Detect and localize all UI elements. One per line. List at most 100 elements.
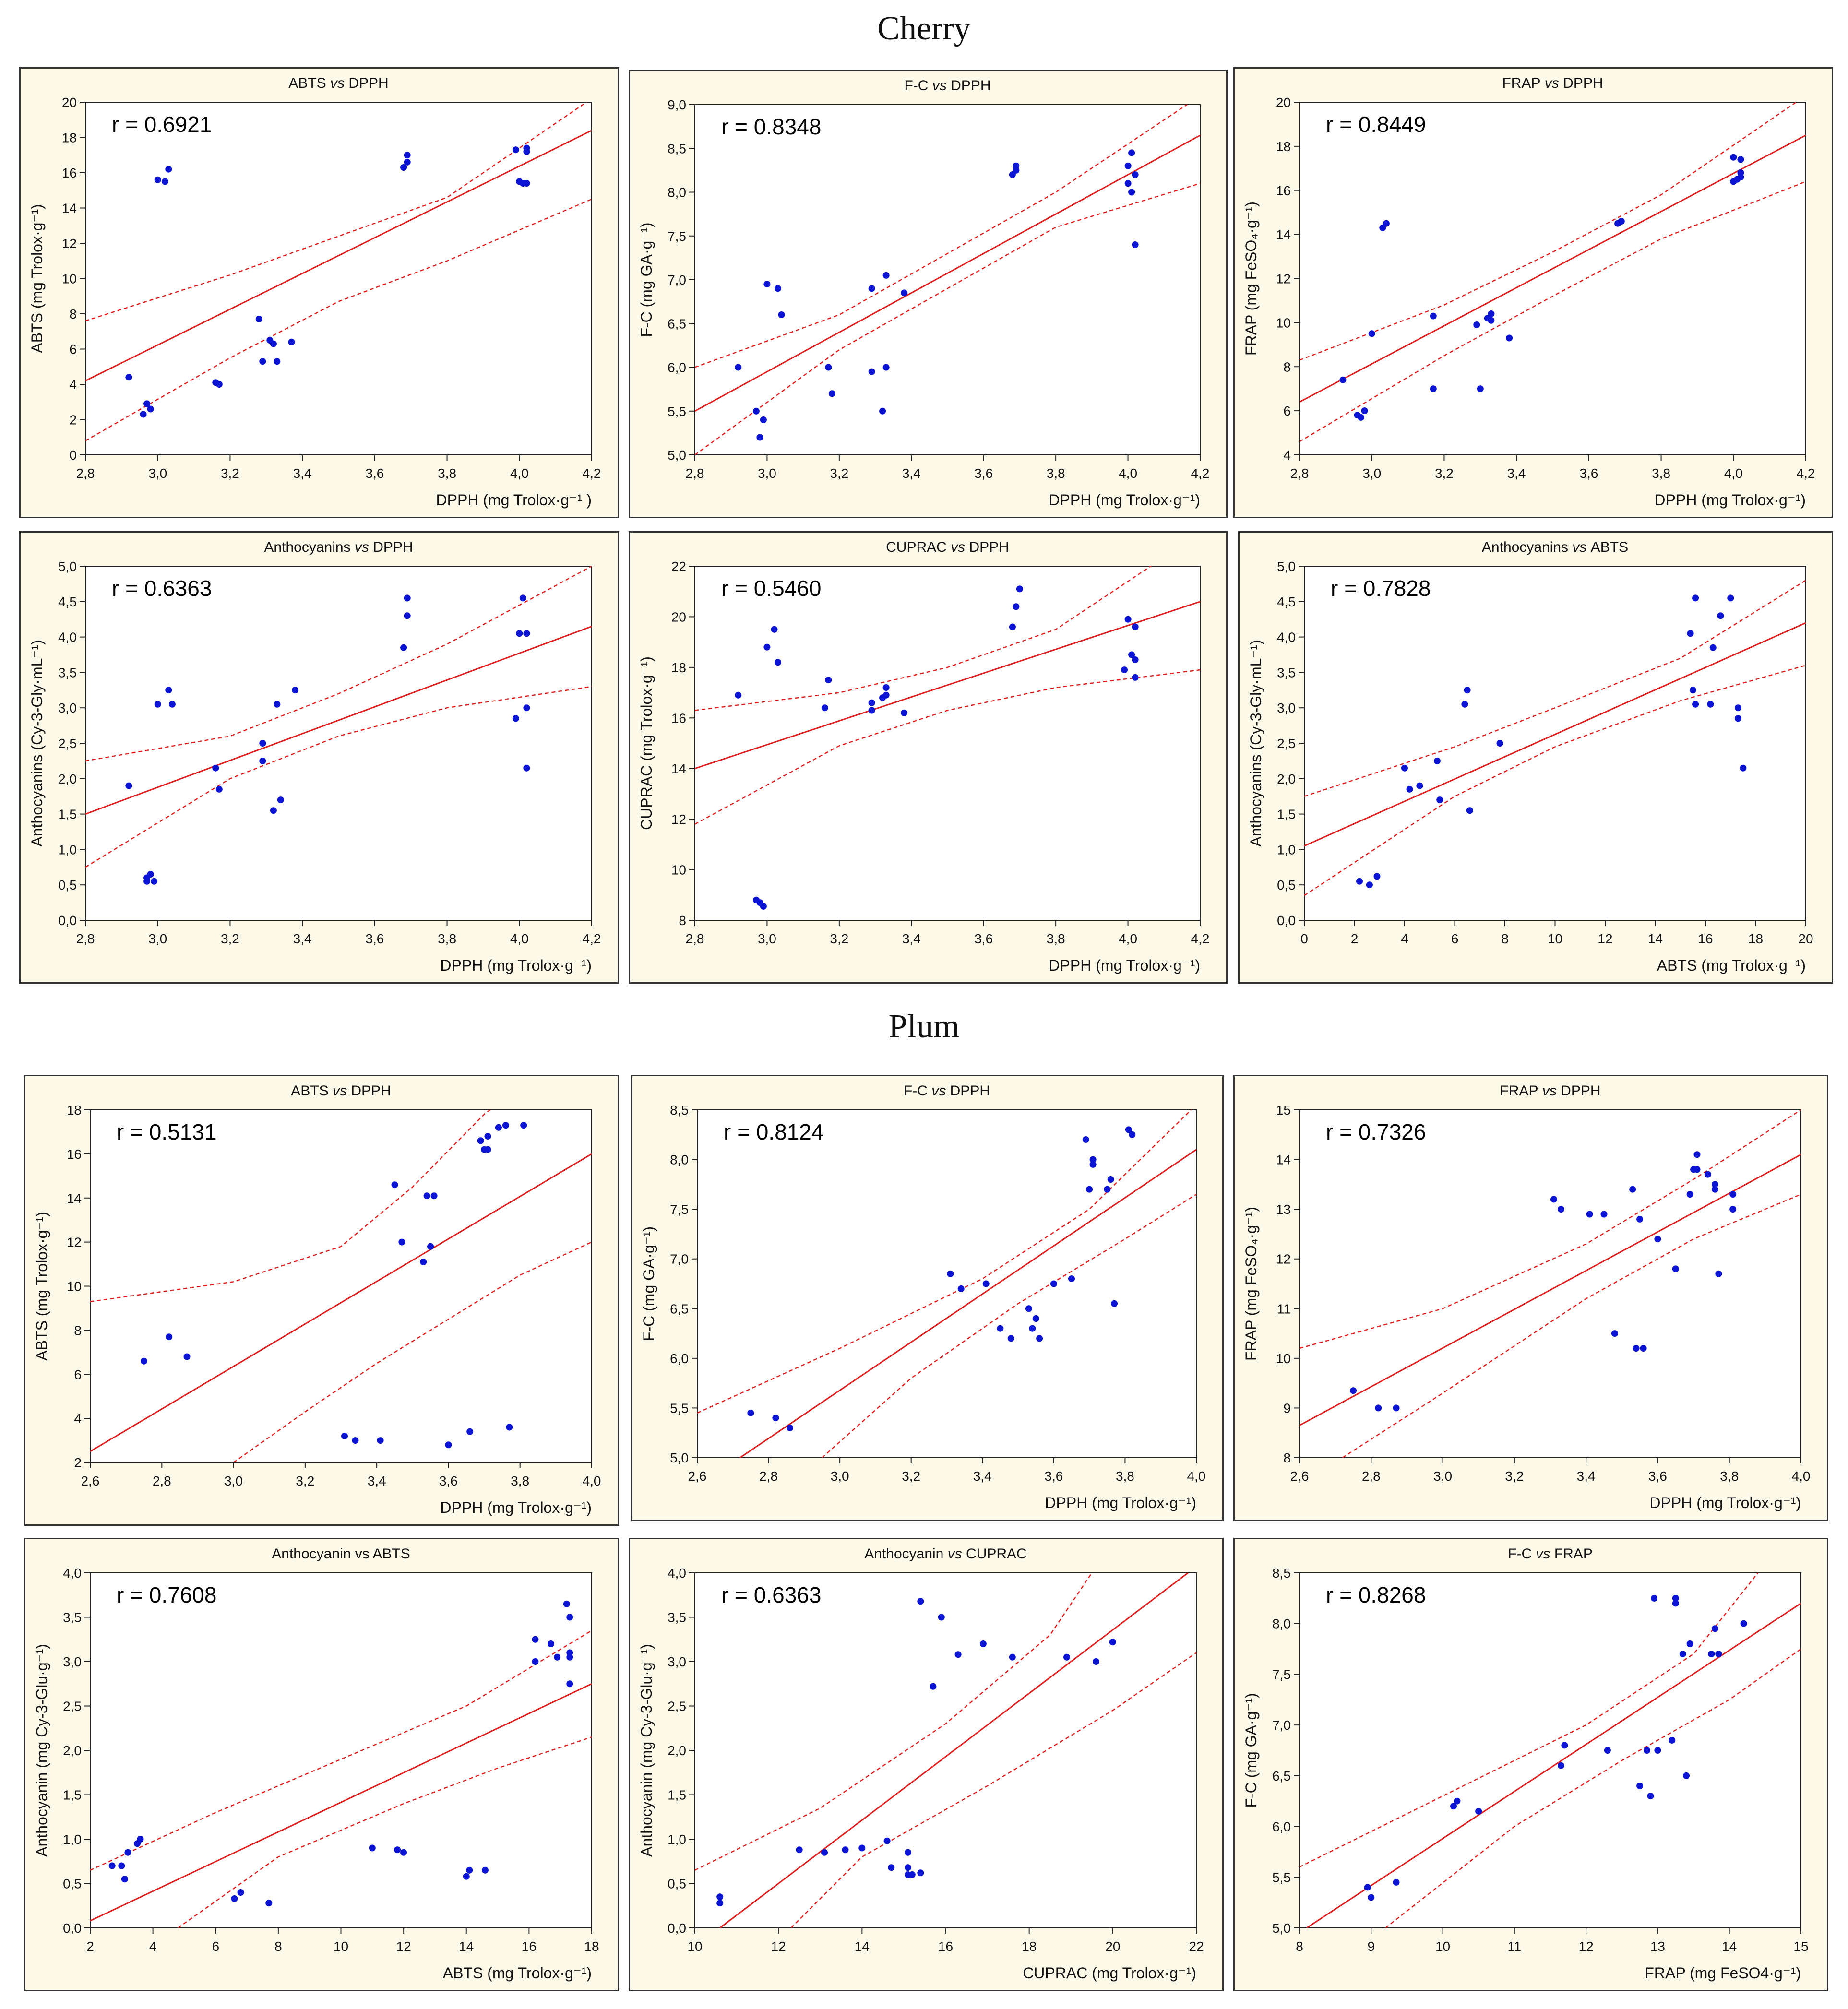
x-tick-label: 15	[1793, 1939, 1808, 1954]
correlation-label: r = 0.7326	[1326, 1119, 1426, 1144]
y-tick-label: 4,0	[58, 630, 77, 645]
x-tick-label: 14	[1648, 931, 1663, 946]
y-tick-label: 0,0	[668, 1921, 686, 1936]
data-point	[1693, 1151, 1701, 1158]
x-tick-label: 3,4	[973, 1469, 992, 1484]
data-point	[1368, 1894, 1375, 1901]
plot-area	[85, 566, 592, 921]
plot-area	[90, 1109, 592, 1463]
data-point	[1450, 1803, 1457, 1810]
x-axis-label: DPPH (mg Trolox·g⁻¹)	[1049, 957, 1200, 974]
data-point	[882, 691, 890, 699]
y-axis-label: FRAP (mg FeSO₄·g⁻¹)	[1242, 202, 1260, 356]
data-point	[1082, 1136, 1089, 1143]
data-point	[1711, 1186, 1718, 1193]
y-tick-label: 13	[1276, 1202, 1291, 1217]
x-tick-label: 3,4	[293, 931, 312, 946]
chart-title: ABTS vs DPPH	[288, 75, 388, 91]
regression-line	[1306, 1603, 1801, 1928]
y-tick-label: 8	[1283, 1450, 1291, 1465]
data-point	[1009, 623, 1016, 630]
y-tick-label: 18	[671, 660, 686, 675]
data-point	[979, 1640, 987, 1647]
data-point	[1488, 317, 1495, 324]
data-point	[183, 1353, 191, 1360]
ci-upper-line	[695, 1573, 1093, 1871]
data-point	[1461, 701, 1468, 708]
data-point	[763, 643, 771, 651]
plot-area	[697, 1109, 1197, 1458]
plot-area	[694, 566, 1201, 921]
y-tick-label: 12	[1276, 1252, 1291, 1267]
data-point	[1488, 310, 1495, 317]
data-point	[259, 358, 266, 365]
data-point	[1454, 1797, 1461, 1805]
data-point	[1063, 1653, 1070, 1661]
y-tick-label: 6,0	[1272, 1819, 1291, 1834]
correlation-label: r = 0.6921	[112, 112, 212, 137]
data-point	[1711, 1181, 1718, 1188]
data-point	[1709, 644, 1717, 651]
ci-upper-line	[85, 102, 588, 321]
plot-area	[85, 102, 592, 455]
data-point	[270, 807, 277, 814]
x-tick-label: 2,8	[759, 1469, 778, 1484]
scatter-plot-svg: Anthocyanin vs ABTS 2 4 6 8 10 12 14 16 18 0,0 0,5 1…	[33, 1546, 599, 1982]
data-point	[1727, 594, 1734, 602]
data-point	[1009, 1653, 1016, 1661]
y-tick-label: 6,5	[1272, 1769, 1291, 1783]
y-tick-label: 6	[1283, 404, 1291, 418]
x-axis-label: CUPRAC (mg Trolox·g⁻¹)	[1023, 1964, 1196, 1982]
data-point	[760, 903, 767, 910]
data-point	[274, 358, 281, 365]
x-axis-label: FRAP (mg FeSO4·g⁻¹)	[1645, 1964, 1801, 1982]
data-point	[747, 1409, 754, 1416]
data-point	[787, 1424, 794, 1431]
x-tick-label: 4	[1401, 931, 1408, 946]
ci-lower-line	[695, 669, 1200, 825]
y-tick-label: 5,0	[670, 1450, 689, 1465]
y-tick-label: 0,5	[1277, 878, 1296, 892]
x-tick-label: 4,2	[1797, 466, 1815, 481]
ci-upper-line	[1300, 1110, 1801, 1349]
data-point	[1086, 1186, 1093, 1193]
y-tick-label: 8,0	[670, 1153, 689, 1167]
data-point	[516, 630, 523, 637]
data-point	[1350, 1387, 1357, 1394]
chart-title: CUPRAC vs DPPH	[886, 539, 1009, 555]
scatter-panel-4: Anthocyanins vs DPPH 2,8 3,0 3,2 3,4 3,6 3,8 4,…	[19, 531, 619, 984]
y-tick-label: 14	[62, 201, 77, 216]
x-tick-label: 3,2	[221, 466, 239, 481]
data-point	[1692, 594, 1699, 602]
y-tick-label: 6	[69, 342, 77, 357]
data-point	[352, 1437, 359, 1444]
data-point	[1734, 715, 1741, 722]
data-point	[882, 364, 890, 371]
scatter-plot-svg: ABTS vs DPPH 2,6 2,8 3,0 3,2 3,4 3,6 3,8 4,0 2 4 6 8…	[33, 1083, 601, 1516]
data-point	[868, 699, 875, 706]
x-tick-label: 3,4	[902, 466, 921, 481]
data-point	[1339, 376, 1347, 383]
data-point	[1025, 1305, 1032, 1312]
data-point	[1737, 156, 1744, 163]
data-point	[882, 684, 890, 691]
data-point	[1647, 1793, 1654, 1800]
data-point	[828, 390, 835, 397]
ci-lower-line	[178, 1736, 592, 1928]
x-tick-label: 22	[1189, 1939, 1204, 1954]
data-point	[519, 594, 526, 602]
data-point	[369, 1844, 376, 1852]
data-point	[1730, 154, 1737, 161]
data-point	[1368, 330, 1375, 337]
data-point	[400, 1849, 407, 1856]
data-point	[882, 272, 890, 279]
y-axis-label: Anthocyanins (Cy-3-Gly·mL⁻¹)	[1247, 640, 1264, 846]
data-point	[1604, 1747, 1611, 1754]
y-tick-label: 2,0	[1277, 772, 1296, 786]
y-tick-label: 6,0	[670, 1351, 689, 1366]
data-point	[481, 1866, 489, 1874]
y-tick-label: 10	[1276, 1351, 1291, 1366]
data-point	[1715, 1270, 1722, 1277]
data-point	[883, 1837, 891, 1844]
scatter-plot-svg: Anthocyanins vs DPPH 2,8 3,0 3,2 3,4 3,6 3,8 4,…	[28, 539, 601, 974]
